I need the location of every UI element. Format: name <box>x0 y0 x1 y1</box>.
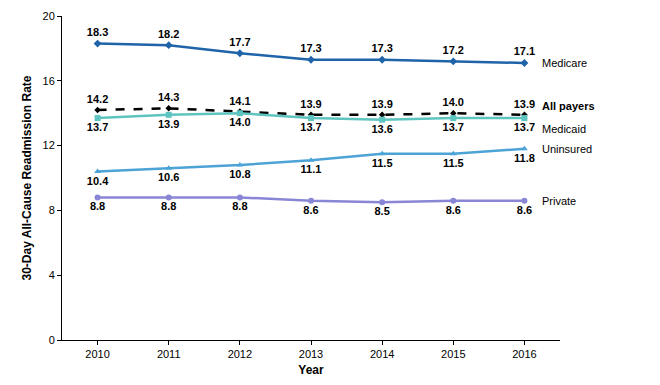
svg-text:8.5: 8.5 <box>374 205 389 217</box>
svg-text:2016: 2016 <box>512 348 536 360</box>
svg-text:12: 12 <box>43 139 55 151</box>
svg-text:13.9: 13.9 <box>371 98 392 110</box>
svg-text:18.3: 18.3 <box>87 26 108 38</box>
svg-text:11.8: 11.8 <box>514 152 535 164</box>
svg-text:8.8: 8.8 <box>161 200 176 212</box>
svg-text:8.6: 8.6 <box>303 204 318 216</box>
svg-text:14.1: 14.1 <box>229 95 250 107</box>
svg-text:8.6: 8.6 <box>446 204 461 216</box>
svg-text:Private: Private <box>542 195 576 207</box>
svg-text:All payers: All payers <box>542 100 595 112</box>
svg-text:17.3: 17.3 <box>300 42 321 54</box>
svg-text:14.2: 14.2 <box>87 93 108 105</box>
svg-text:2012: 2012 <box>228 348 252 360</box>
svg-text:2013: 2013 <box>299 348 323 360</box>
svg-text:10.6: 10.6 <box>158 171 179 183</box>
svg-text:Medicaid: Medicaid <box>542 123 586 135</box>
svg-text:10.4: 10.4 <box>87 175 109 187</box>
svg-text:8.8: 8.8 <box>90 200 105 212</box>
svg-text:13.7: 13.7 <box>300 121 321 133</box>
svg-text:18.2: 18.2 <box>158 28 179 40</box>
svg-text:11.5: 11.5 <box>372 157 393 169</box>
svg-text:17.3: 17.3 <box>371 42 392 54</box>
svg-text:4: 4 <box>49 269 55 281</box>
svg-text:16: 16 <box>43 75 55 87</box>
svg-text:8.6: 8.6 <box>517 204 532 216</box>
svg-text:2010: 2010 <box>85 348 109 360</box>
svg-text:30-Day All-Cause Readmission R: 30-Day All-Cause Readmission Rate <box>20 75 34 280</box>
svg-text:13.7: 13.7 <box>514 121 535 133</box>
svg-text:17.7: 17.7 <box>229 36 250 48</box>
svg-text:17.1: 17.1 <box>514 45 535 57</box>
svg-text:13.9: 13.9 <box>158 118 179 130</box>
svg-text:13.7: 13.7 <box>443 121 464 133</box>
svg-text:11.5: 11.5 <box>443 157 464 169</box>
svg-text:14.0: 14.0 <box>229 116 250 128</box>
svg-text:14.3: 14.3 <box>158 91 179 103</box>
svg-text:17.2: 17.2 <box>443 44 464 56</box>
svg-text:Medicare: Medicare <box>542 57 587 69</box>
svg-text:14.0: 14.0 <box>443 96 464 108</box>
svg-text:13.9: 13.9 <box>300 98 321 110</box>
svg-text:Year: Year <box>298 363 324 377</box>
svg-text:2014: 2014 <box>370 348 394 360</box>
svg-text:13.7: 13.7 <box>87 121 108 133</box>
svg-text:8.8: 8.8 <box>232 200 247 212</box>
svg-text:20: 20 <box>43 10 55 22</box>
svg-text:Uninsured: Uninsured <box>542 143 592 155</box>
svg-text:11.1: 11.1 <box>301 163 322 175</box>
svg-text:10.8: 10.8 <box>229 168 250 180</box>
svg-text:2011: 2011 <box>157 348 181 360</box>
svg-text:8: 8 <box>49 204 55 216</box>
svg-text:0: 0 <box>49 334 55 346</box>
svg-text:2015: 2015 <box>441 348 465 360</box>
svg-text:13.9: 13.9 <box>514 98 535 110</box>
svg-text:13.6: 13.6 <box>371 123 392 135</box>
